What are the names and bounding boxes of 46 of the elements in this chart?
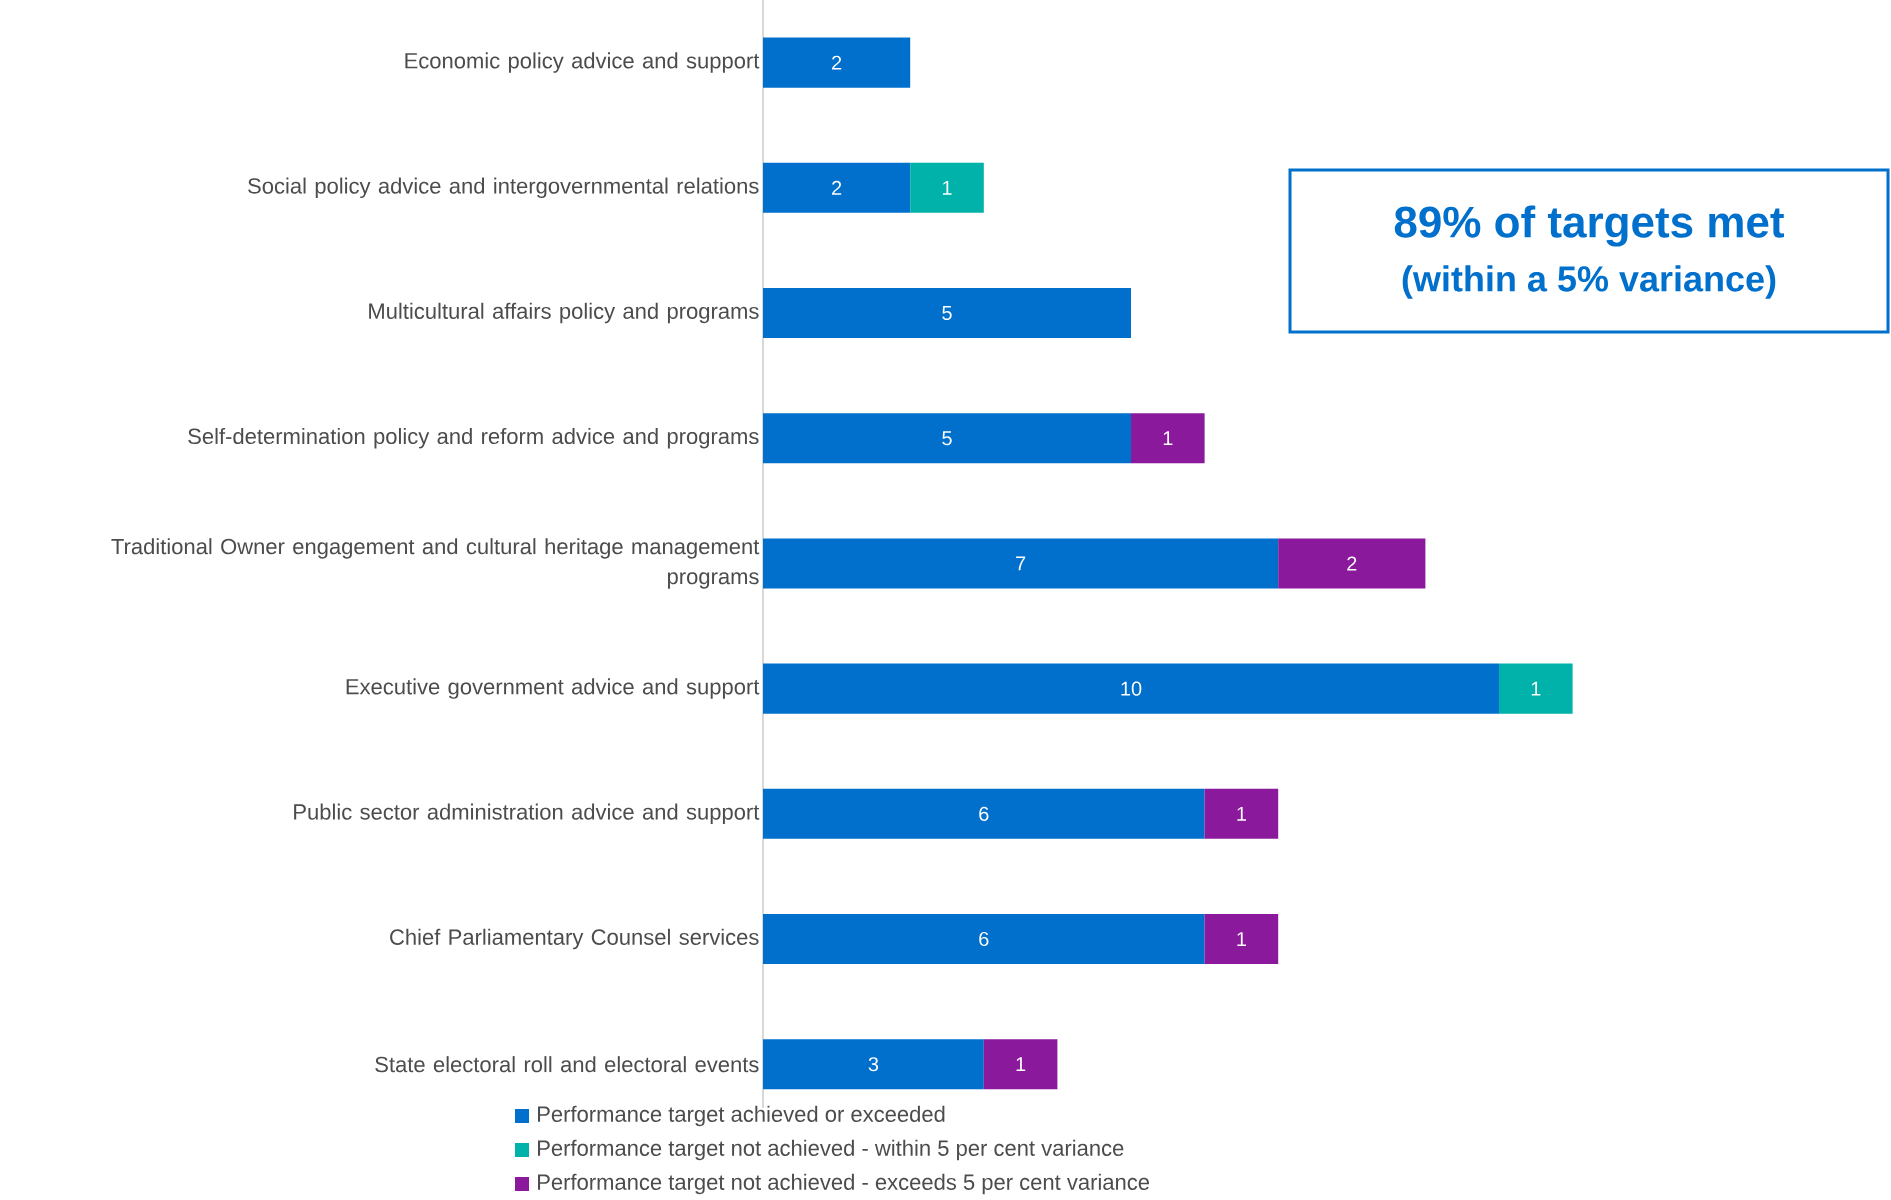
data-label: 1: [1163, 431, 1173, 446]
data-label: 5: [942, 306, 952, 320]
bar: [910, 162, 984, 213]
bar: [763, 538, 1279, 589]
data-label: 2: [832, 180, 842, 195]
data-label: 6: [979, 806, 989, 821]
bar: [763, 37, 911, 88]
y-tick-label: Multicultural affairs policy and programs: [369, 302, 759, 324]
data-label: 1: [1237, 932, 1246, 946]
data-label: 1: [1237, 806, 1246, 821]
data-label: 5: [942, 431, 952, 446]
y-tick-label: Executive government advice and support: [346, 678, 760, 699]
y-tick-label: Chief Parliamentary Counsel services: [390, 928, 759, 950]
annotation: 89% of targets met: [1394, 205, 1785, 247]
bar: [763, 1039, 984, 1090]
annotation: (within a 5% variance): [1402, 265, 1776, 299]
y-tick-label: State electoral roll and electoral events: [375, 1056, 759, 1073]
bar: [763, 162, 911, 213]
data-label: 3: [868, 1057, 879, 1072]
data-label: 1: [1016, 1057, 1026, 1072]
bar: [763, 663, 1500, 714]
legend-label: Performance target achieved or exceeded: [538, 1105, 945, 1127]
legend-label: Performance target not achieved - exceeds 5 per cent variance: [538, 1173, 1150, 1195]
bar: [1131, 413, 1205, 464]
data-label: 10: [1121, 681, 1142, 696]
bar: [763, 788, 1205, 839]
y-tick-label: Public sector administration advice and support: [294, 803, 760, 825]
bar: [763, 913, 1205, 965]
bar: [763, 287, 1131, 339]
y-tick-label: Social policy advice and intergovernmental relations: [248, 177, 759, 199]
data-label: 1: [1531, 681, 1541, 696]
data-label: 2: [1347, 556, 1357, 571]
data-label: 7: [1016, 556, 1026, 571]
data-label: 2: [832, 55, 842, 70]
bar: [1278, 538, 1426, 589]
bar: [763, 413, 1131, 464]
y-tick-label: Traditional Owner engagement and cultural heritage management programs: [111, 538, 760, 589]
bar: [1499, 663, 1573, 714]
data-label: 6: [979, 931, 989, 947]
bar: [1204, 788, 1279, 839]
bar: [983, 1039, 1058, 1090]
bar: [1204, 913, 1279, 965]
y-tick-label: Economic policy advice and support: [405, 52, 760, 73]
y-tick-label: Self-determination policy and reform advice and programs: [188, 427, 759, 449]
legend-label: Performance target not achieved - within 5 per cent variance: [538, 1139, 1124, 1161]
data-label: 1: [942, 180, 952, 195]
